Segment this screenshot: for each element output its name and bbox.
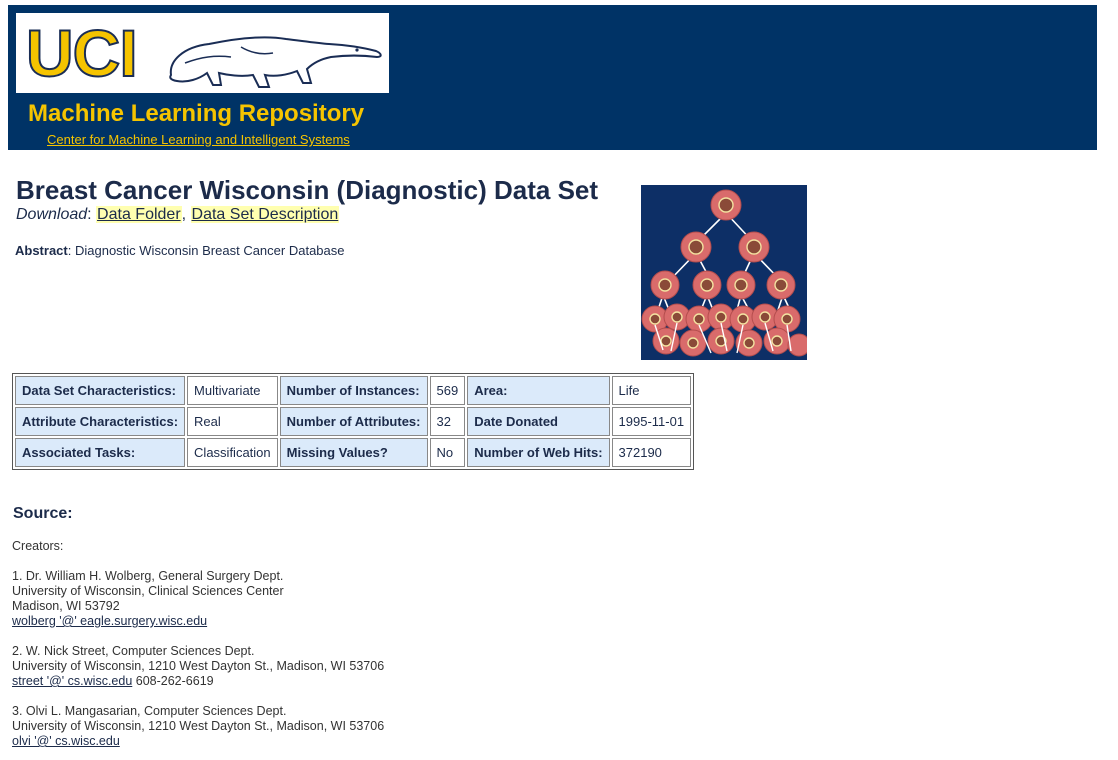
abstract: Abstract: Diagnostic Wisconsin Breast Ca… xyxy=(15,243,344,258)
cell-label: Data Set Characteristics: xyxy=(15,376,186,405)
abstract-label: Abstract xyxy=(15,243,68,258)
data-folder-link[interactable]: Data Folder xyxy=(96,206,182,223)
cell-value: Multivariate xyxy=(187,376,278,405)
cell-value: 569 xyxy=(429,376,466,405)
cell-label: Attribute Characteristics: xyxy=(15,407,186,436)
creator-email-link[interactable]: wolberg '@' eagle.surgery.wisc.edu xyxy=(12,614,208,628)
cell-label: Number of Web Hits: xyxy=(467,438,610,467)
creator-line: 2. W. Nick Street, Computer Sciences Dep… xyxy=(12,644,255,658)
site-header: UCI Machine Learning Repository Center f… xyxy=(8,5,1097,150)
cell-value: 372190 xyxy=(611,438,692,467)
dataset-characteristics-table: Data Set Characteristics: Multivariate N… xyxy=(12,373,695,470)
page-title: Breast Cancer Wisconsin (Diagnostic) Dat… xyxy=(16,175,599,205)
cell-value: Real xyxy=(187,407,278,436)
table-row: Data Set Characteristics: Multivariate N… xyxy=(15,376,692,405)
cell-label: Number of Instances: xyxy=(279,376,428,405)
cell-value: Life xyxy=(611,376,692,405)
cell-label: Date Donated xyxy=(467,407,610,436)
cell-value: No xyxy=(429,438,466,467)
decision-tree-cells-image xyxy=(641,185,807,360)
repository-title: Machine Learning Repository xyxy=(28,100,365,127)
creator-line: 1. Dr. William H. Wolberg, General Surge… xyxy=(12,569,284,583)
creator-line: University of Wisconsin, 1210 West Dayto… xyxy=(12,719,385,733)
table-row: Attribute Characteristics: Real Number o… xyxy=(15,407,692,436)
cell-label: Area: xyxy=(467,376,610,405)
source-heading: Source: xyxy=(13,505,73,522)
creator-email-link[interactable]: street '@' cs.wisc.edu xyxy=(12,674,133,688)
creators-label: Creators: xyxy=(12,539,64,553)
center-link[interactable]: Center for Machine Learning and Intellig… xyxy=(47,132,350,147)
creator-line: 3. Olvi L. Mangasarian, Computer Science… xyxy=(12,704,287,718)
cell-value: 1995-11-01 xyxy=(611,407,692,436)
link-separator: , xyxy=(181,206,191,223)
creator-line: Madison, WI 53792 xyxy=(12,599,120,613)
cell-label: Missing Values? xyxy=(279,438,428,467)
creator-line: University of Wisconsin, 1210 West Dayto… xyxy=(12,659,385,673)
cell-label: Associated Tasks: xyxy=(15,438,186,467)
data-set-description-link[interactable]: Data Set Description xyxy=(190,206,340,223)
cell-value: 32 xyxy=(429,407,466,436)
cell-value: Classification xyxy=(187,438,278,467)
creator-line: University of Wisconsin, Clinical Scienc… xyxy=(12,584,284,598)
uci-logo-text: UCI xyxy=(25,15,139,91)
cell-label: Number of Attributes: xyxy=(279,407,428,436)
download-label: Download xyxy=(16,206,88,223)
creator-email-link[interactable]: olvi '@' cs.wisc.edu xyxy=(12,734,120,748)
source-body: Creators: 1. Dr. William H. Wolberg, Gen… xyxy=(12,539,384,749)
anteater-icon xyxy=(169,36,382,88)
creator-extra: 608-262-6619 xyxy=(132,674,214,688)
abstract-text: : Diagnostic Wisconsin Breast Cancer Dat… xyxy=(67,243,345,258)
uci-logo[interactable]: UCI xyxy=(16,13,389,93)
download-separator: : xyxy=(87,206,97,223)
table-row: Associated Tasks: Classification Missing… xyxy=(15,438,692,467)
download-line: Download: Data Folder, Data Set Descript… xyxy=(16,206,340,224)
